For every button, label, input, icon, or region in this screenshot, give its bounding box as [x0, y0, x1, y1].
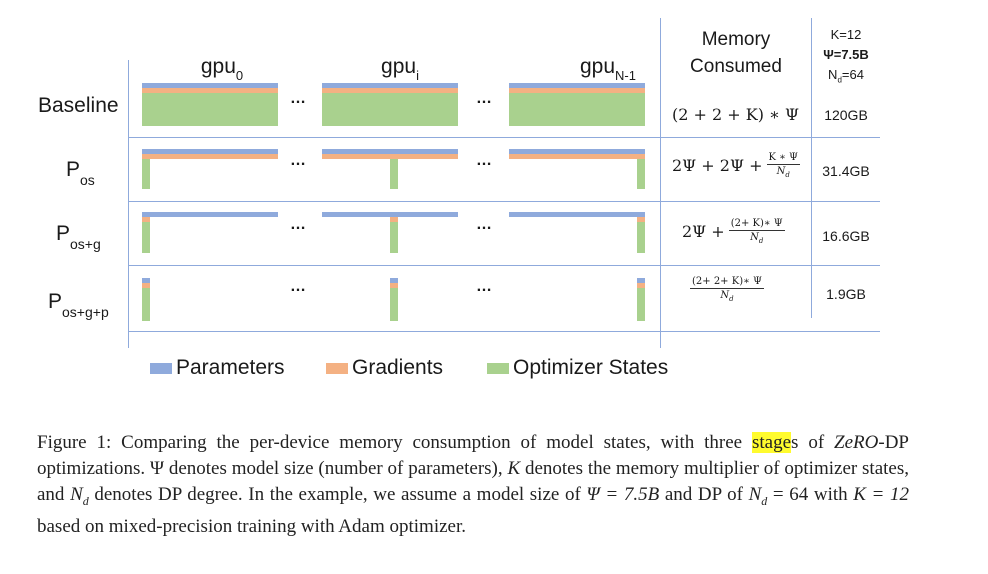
formula-pos-g: 2Ψ + (2+ K)∗ Ψ Nd — [682, 218, 785, 245]
highlighted-word: stage — [752, 432, 792, 453]
pos-gpui-parameters — [322, 149, 458, 154]
baseline-gpun-gradients — [509, 88, 645, 93]
posgp-gpun-parameters — [637, 278, 645, 283]
ellipsis-row3-a: … — [290, 216, 307, 233]
baseline-gpu0-optimizer — [142, 93, 278, 126]
pos-gpu0-parameters — [142, 149, 278, 154]
memory-consumed-header: Memory Consumed — [664, 26, 808, 80]
grid-row-divider-4 — [128, 331, 880, 332]
legend-gradients-swatch — [326, 362, 348, 374]
legend-gradients: Gradients — [326, 356, 443, 380]
pos-gpui-optimizer — [390, 159, 398, 189]
posg-gpu0-gradients — [142, 217, 150, 222]
memory-header-line1: Memory — [701, 29, 771, 50]
ellipsis-row2-a: … — [290, 152, 307, 169]
gpu-label-i: gpui — [381, 55, 419, 84]
row-label-pos-g: Pos+g — [56, 222, 101, 253]
pos-gpu0-gradients — [142, 154, 278, 159]
memory-value-pos-g-p: 1.9GB — [826, 286, 866, 302]
baseline-gpui-optimizer — [322, 93, 458, 126]
legend-parameters: Parameters — [150, 356, 285, 380]
legend-parameters-label: Parameters — [176, 356, 285, 379]
grid-row-divider-3 — [128, 265, 880, 266]
k-param: K=12 — [830, 27, 862, 42]
posgp-gpui-optimizer — [390, 288, 398, 321]
posg-gpun-parameters — [509, 212, 645, 217]
ellipsis-row3-b: … — [476, 216, 493, 233]
posg-gpui-parameters — [322, 212, 458, 217]
posgp-gpu0-gradients — [142, 283, 150, 288]
pos-gpun-gradients — [509, 154, 645, 159]
ellipsis-row1-a: … — [290, 90, 307, 107]
grid-line-example — [811, 18, 812, 318]
baseline-gpui-gradients — [322, 88, 458, 93]
ellipsis-row2-b: … — [476, 152, 493, 169]
formula-baseline: (2 + 2 + K) ∗ Ψ — [672, 105, 800, 124]
baseline-gpui-parameters — [322, 83, 458, 88]
example-params-header: K=12 Ψ=7.5B Nd=64 — [814, 25, 878, 91]
memory-value-baseline: 120GB — [824, 107, 868, 123]
memory-value-pos-g: 16.6GB — [822, 228, 870, 244]
posgp-gpun-gradients — [637, 283, 645, 288]
posg-gpu0-parameters — [142, 212, 278, 217]
row-label-pos-g-p: Pos+g+p — [48, 290, 109, 321]
legend-gradients-label: Gradients — [352, 356, 444, 379]
pos-gpui-gradients — [322, 154, 458, 159]
posgp-gpui-parameters — [390, 278, 398, 283]
grid-row-divider-1 — [128, 137, 880, 138]
baseline-gpun-parameters — [509, 83, 645, 88]
gpu-label-n-1: gpuN-1 — [580, 55, 636, 84]
ellipsis-row4-b: … — [476, 278, 493, 295]
row-label-pos: Pos — [66, 158, 95, 189]
posgp-gpu0-optimizer — [142, 288, 150, 321]
posgp-gpu0-parameters — [142, 278, 150, 283]
nd-param: Nd=64 — [828, 67, 864, 85]
posg-gpui-gradients — [390, 217, 398, 222]
ellipsis-row4-a: … — [290, 278, 307, 295]
psi-param: Ψ=7.5B — [823, 47, 869, 62]
gpu-label-0: gpu0 — [200, 55, 244, 84]
legend-optimizer-states: Optimizer States — [487, 356, 668, 380]
grid-row-divider-2 — [128, 201, 880, 202]
ellipsis-row1-b: … — [476, 90, 493, 107]
pos-gpun-parameters — [509, 149, 645, 154]
legend-parameters-swatch — [150, 362, 172, 374]
figure-caption: Figure 1: Comparing the per-device memor… — [37, 432, 909, 537]
posg-gpun-gradients — [637, 217, 645, 222]
legend-optimizer-label: Optimizer States — [513, 356, 669, 379]
formula-pos-g-p: (2+ 2+ K)∗ Ψ Nd — [690, 276, 764, 303]
pos-gpu0-optimizer — [142, 159, 150, 189]
memory-header-line2: Consumed — [690, 56, 782, 77]
legend-optimizer-swatch — [487, 362, 509, 374]
baseline-gpun-optimizer — [509, 93, 645, 126]
baseline-gpu0-parameters — [142, 83, 278, 88]
baseline-gpu0-gradients — [142, 88, 278, 93]
row-label-baseline: Baseline — [38, 94, 119, 117]
grid-line-left — [128, 60, 129, 348]
posgp-gpui-gradients — [390, 283, 398, 288]
posg-gpui-optimizer — [390, 222, 398, 253]
posgp-gpun-optimizer — [637, 288, 645, 321]
grid-line-memory — [660, 18, 661, 348]
memory-value-pos: 31.4GB — [822, 163, 870, 179]
pos-gpun-optimizer — [637, 159, 645, 189]
formula-pos: 2Ψ + 2Ψ + K ∗ Ψ Nd — [672, 152, 800, 179]
posg-gpu0-optimizer — [142, 222, 150, 253]
posg-gpun-optimizer — [637, 222, 645, 253]
